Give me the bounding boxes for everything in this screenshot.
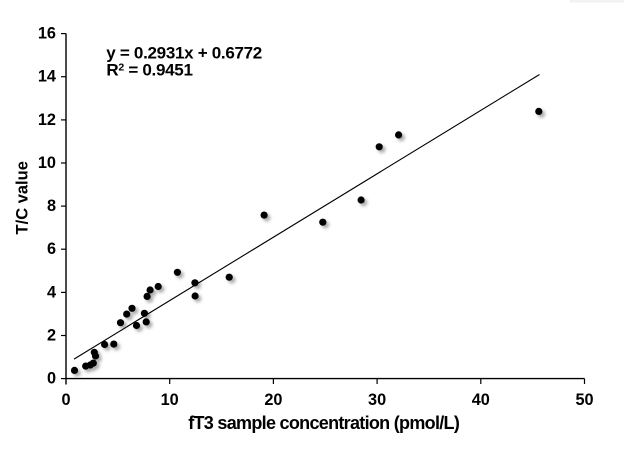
svg-text:2: 2 <box>47 327 56 345</box>
svg-text:y = 0.2931x + 0.6772: y = 0.2931x + 0.6772 <box>106 43 262 62</box>
svg-text:16: 16 <box>38 25 56 43</box>
svg-text:30: 30 <box>368 391 386 409</box>
svg-text:12: 12 <box>38 111 56 129</box>
svg-text:14: 14 <box>38 68 56 86</box>
svg-text:4: 4 <box>47 283 56 301</box>
svg-text:50: 50 <box>575 391 593 409</box>
svg-text:6: 6 <box>47 240 56 258</box>
svg-text:10: 10 <box>161 391 179 409</box>
svg-text:20: 20 <box>264 391 282 409</box>
svg-text:10: 10 <box>38 154 56 172</box>
svg-text:8: 8 <box>47 197 56 215</box>
svg-text:0: 0 <box>61 391 70 409</box>
svg-text:0: 0 <box>47 370 56 388</box>
svg-text:fT3 sample concentration (pmol: fT3 sample concentration (pmol/L) <box>188 413 460 433</box>
svg-text:40: 40 <box>472 391 490 409</box>
svg-text:R2 = 0.9451: R2 = 0.9451 <box>106 60 192 79</box>
svg-text:T/C value: T/C value <box>13 161 31 234</box>
